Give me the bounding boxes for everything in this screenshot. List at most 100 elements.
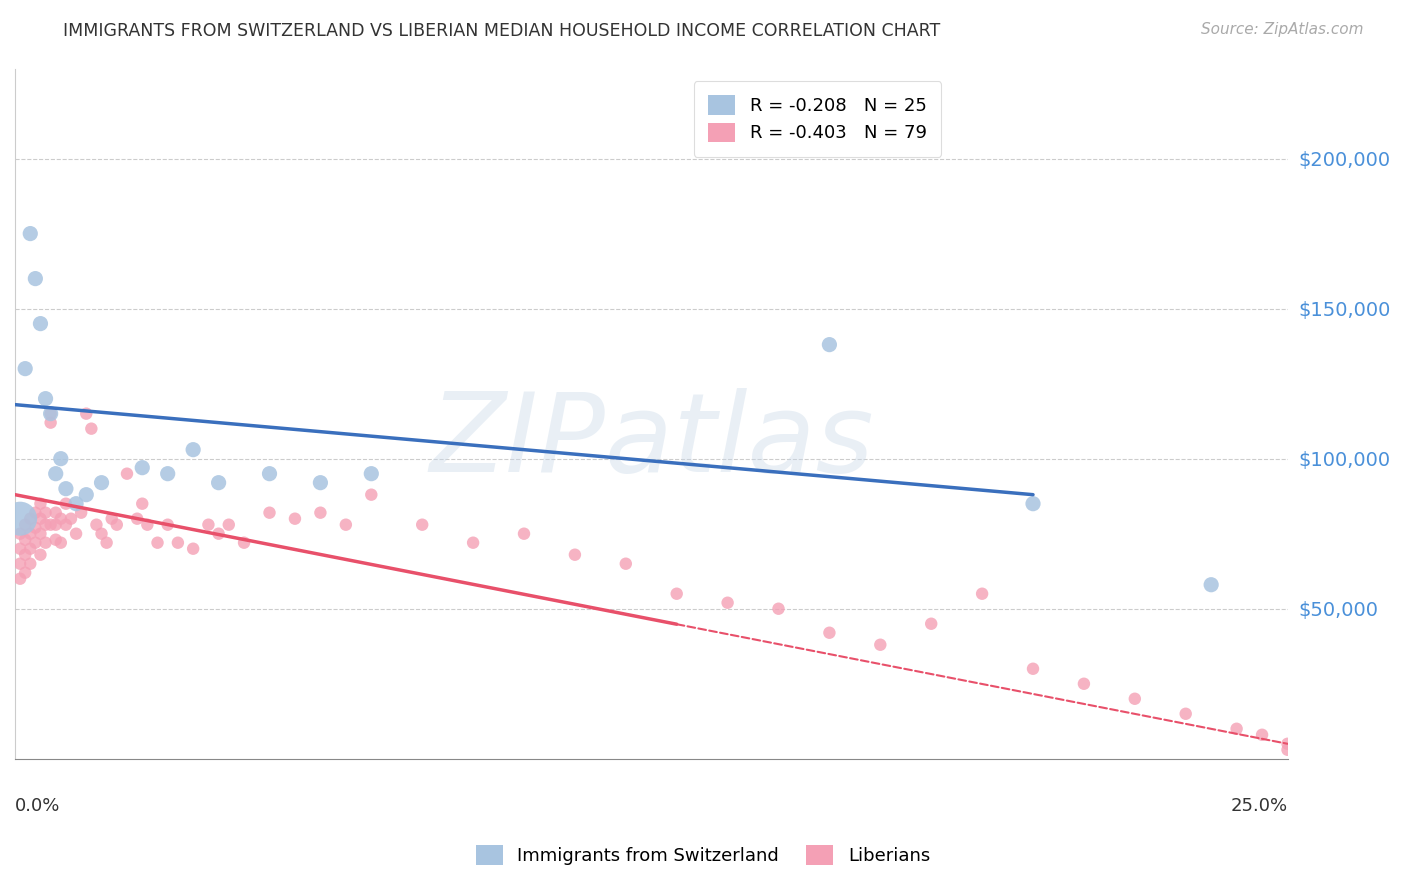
- Point: [513, 526, 536, 541]
- Point: [167, 535, 190, 549]
- Point: [8, 541, 31, 556]
- Point: [65, 526, 87, 541]
- Point: [90, 526, 112, 541]
- Legend: R = -0.208   N = 25, R = -0.403   N = 79: R = -0.208 N = 25, R = -0.403 N = 79: [693, 81, 941, 157]
- Point: [14, 517, 37, 532]
- Point: [207, 475, 229, 490]
- Point: [1022, 662, 1045, 676]
- Point: [197, 517, 219, 532]
- Point: [75, 488, 97, 502]
- Point: [34, 517, 56, 532]
- Text: ZIPatlas: ZIPatlas: [429, 388, 873, 495]
- Point: [20, 511, 42, 525]
- Point: [284, 511, 307, 525]
- Point: [30, 548, 52, 562]
- Point: [335, 517, 357, 532]
- Point: [14, 548, 37, 562]
- Point: [181, 442, 204, 457]
- Point: [131, 497, 153, 511]
- Point: [49, 451, 72, 466]
- Point: [45, 506, 67, 520]
- Point: [75, 407, 97, 421]
- Point: [24, 521, 46, 535]
- Point: [39, 416, 62, 430]
- Point: [55, 497, 77, 511]
- Point: [233, 535, 256, 549]
- Point: [614, 557, 637, 571]
- Point: [65, 497, 87, 511]
- Point: [8, 572, 31, 586]
- Point: [461, 535, 484, 549]
- Point: [80, 422, 103, 436]
- Point: [717, 596, 740, 610]
- Legend: Immigrants from Switzerland, Liberians: Immigrants from Switzerland, Liberians: [467, 836, 939, 874]
- Point: [127, 511, 149, 525]
- Point: [59, 511, 82, 525]
- Text: Source: ZipAtlas.com: Source: ZipAtlas.com: [1201, 22, 1364, 37]
- Point: [1277, 743, 1299, 757]
- Point: [181, 541, 204, 556]
- Point: [360, 488, 382, 502]
- Point: [411, 517, 433, 532]
- Point: [768, 601, 790, 615]
- Point: [131, 460, 153, 475]
- Point: [30, 317, 52, 331]
- Point: [156, 467, 179, 481]
- Point: [20, 526, 42, 541]
- Point: [1226, 722, 1249, 736]
- Point: [920, 616, 942, 631]
- Text: 25.0%: 25.0%: [1230, 797, 1288, 814]
- Point: [86, 517, 108, 532]
- Point: [70, 506, 93, 520]
- Point: [309, 506, 332, 520]
- Point: [34, 506, 56, 520]
- Point: [20, 227, 42, 241]
- Point: [39, 407, 62, 421]
- Point: [8, 511, 31, 525]
- Point: [20, 557, 42, 571]
- Point: [1123, 691, 1146, 706]
- Point: [218, 517, 240, 532]
- Point: [45, 467, 67, 481]
- Point: [115, 467, 138, 481]
- Point: [34, 535, 56, 549]
- Point: [49, 511, 72, 525]
- Point: [45, 533, 67, 547]
- Point: [156, 517, 179, 532]
- Point: [665, 587, 688, 601]
- Point: [207, 526, 229, 541]
- Point: [14, 566, 37, 580]
- Point: [972, 587, 994, 601]
- Point: [1251, 728, 1274, 742]
- Point: [49, 535, 72, 549]
- Point: [55, 482, 77, 496]
- Point: [259, 467, 281, 481]
- Point: [39, 517, 62, 532]
- Text: 0.0%: 0.0%: [15, 797, 60, 814]
- Point: [24, 271, 46, 285]
- Point: [45, 517, 67, 532]
- Point: [105, 517, 128, 532]
- Y-axis label: Median Household Income: Median Household Income: [0, 294, 8, 533]
- Point: [360, 467, 382, 481]
- Point: [259, 506, 281, 520]
- Point: [1174, 706, 1197, 721]
- Point: [818, 337, 841, 351]
- Point: [1277, 737, 1299, 751]
- Point: [309, 475, 332, 490]
- Point: [24, 535, 46, 549]
- Point: [146, 535, 169, 549]
- Point: [14, 361, 37, 376]
- Point: [100, 511, 122, 525]
- Point: [564, 548, 586, 562]
- Point: [869, 638, 891, 652]
- Point: [14, 533, 37, 547]
- Point: [34, 392, 56, 406]
- Point: [8, 557, 31, 571]
- Point: [1199, 578, 1222, 592]
- Point: [24, 506, 46, 520]
- Point: [39, 407, 62, 421]
- Point: [55, 517, 77, 532]
- Point: [8, 526, 31, 541]
- Point: [20, 541, 42, 556]
